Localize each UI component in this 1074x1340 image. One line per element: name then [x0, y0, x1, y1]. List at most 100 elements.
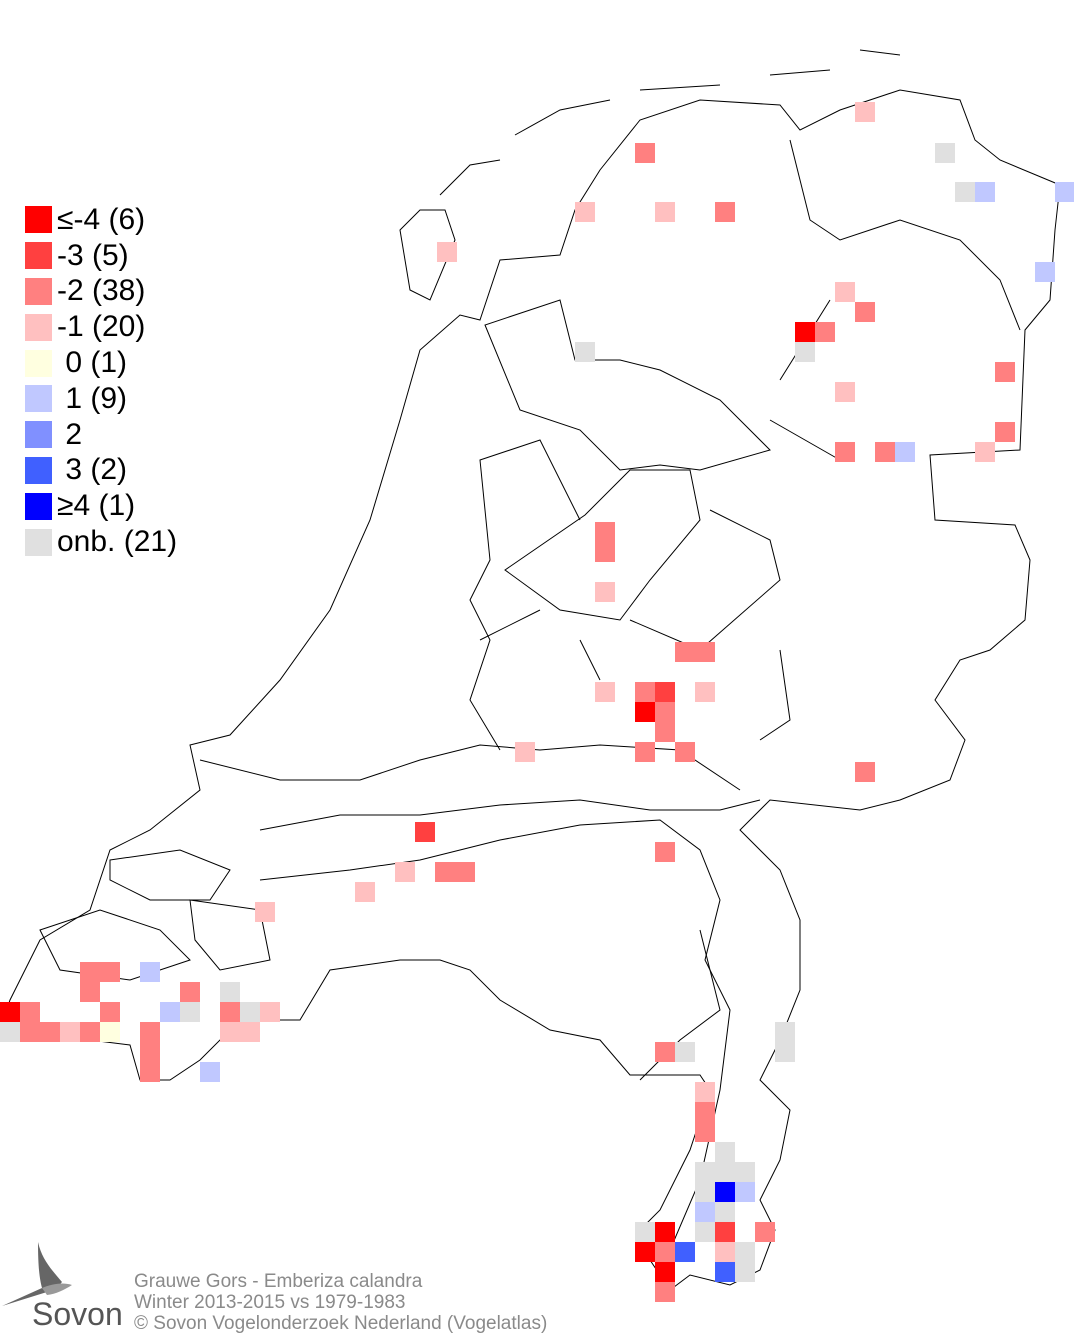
polder-flevoland	[504, 469, 701, 621]
legend: ≤-4 (6) -3 (5) -2 (38) -1 (20) 0 (1) 1 (9) …	[25, 202, 177, 560]
grid-cell	[695, 1082, 715, 1102]
grid-cell	[655, 1242, 675, 1262]
grid-cell	[715, 1222, 735, 1242]
legend-item: 1 (9)	[25, 381, 177, 417]
grid-cell	[395, 862, 415, 882]
legend-label: onb. (21)	[57, 525, 178, 559]
grid-cell	[435, 862, 455, 882]
grid-cell	[455, 862, 475, 882]
grid-cell	[715, 1202, 735, 1222]
grid-cell	[437, 242, 457, 262]
grid-cell	[635, 1242, 655, 1262]
grid-cell	[675, 642, 695, 662]
grid-cell	[1035, 262, 1055, 282]
grid-cell	[975, 182, 995, 202]
grid-cell	[220, 1022, 240, 1042]
legend-item: 2	[25, 417, 177, 453]
grid-cell	[60, 1022, 80, 1042]
grid-cell	[0, 1022, 20, 1042]
legend-swatch	[25, 206, 52, 234]
grid-cell	[835, 442, 855, 462]
grid-cell	[835, 282, 855, 302]
legend-item: ≤-4 (6)	[25, 202, 177, 238]
legend-label: -3 (5)	[57, 238, 129, 272]
grid-cell	[675, 1242, 695, 1262]
legend-swatch	[25, 385, 52, 413]
grid-cell	[735, 1182, 755, 1202]
province-borders	[469, 139, 1021, 1081]
grid-cell	[995, 362, 1015, 382]
legend-item: -1 (20)	[25, 309, 177, 345]
grid-cell	[655, 702, 675, 722]
legend-item: -2 (38)	[25, 274, 177, 310]
grid-cell	[775, 1022, 795, 1042]
grid-cell	[355, 882, 375, 902]
grid-cell	[220, 1002, 240, 1022]
grid-cell	[695, 642, 715, 662]
grid-cell	[80, 982, 100, 1002]
grid-cell	[0, 1002, 20, 1022]
grid-cell	[100, 1002, 120, 1022]
legend-label: 0 (1)	[57, 346, 128, 380]
grid-cell	[835, 382, 855, 402]
grid-cell	[140, 1062, 160, 1082]
legend-swatch	[25, 492, 52, 520]
period-subtitle: Winter 2013-2015 vs 1979-1983	[134, 1292, 406, 1313]
legend-label: 2	[57, 417, 83, 451]
species-title: Grauwe Gors - Emberiza calandra	[134, 1271, 423, 1292]
grid-cell	[655, 722, 675, 742]
grid-cell	[995, 422, 1015, 442]
grid-cell	[595, 522, 615, 542]
legend-item: 0 (1)	[25, 345, 177, 381]
grid-cell	[240, 1002, 260, 1022]
river-maas	[259, 819, 731, 1251]
grid-cell	[20, 1002, 40, 1022]
grid-cell	[635, 143, 655, 163]
legend-swatch	[25, 528, 52, 556]
grid-cell	[635, 702, 655, 722]
legend-label: 3 (2)	[57, 453, 128, 487]
legend-swatch	[25, 242, 52, 270]
grid-cell	[240, 1022, 260, 1042]
grid-cell	[695, 1202, 715, 1222]
grid-cell	[180, 982, 200, 1002]
grid-cell	[675, 742, 695, 762]
grid-cell	[895, 442, 915, 462]
grid-cell	[575, 202, 595, 222]
zeeland-islands	[39, 849, 271, 981]
grid-cell	[655, 1282, 675, 1302]
grid-cell	[655, 842, 675, 862]
legend-label: 1 (9)	[57, 381, 128, 415]
grid-cell	[100, 1022, 120, 1042]
grid-cell	[80, 962, 100, 982]
legend-swatch	[25, 421, 52, 449]
grid-cell	[695, 1162, 715, 1182]
grid-cell	[140, 1042, 160, 1062]
legend-swatch	[25, 349, 52, 377]
grid-cell	[200, 1062, 220, 1082]
grid-cell	[80, 1022, 100, 1042]
grid-cell	[715, 1182, 735, 1202]
grid-cell	[140, 962, 160, 982]
grid-cell	[140, 1022, 160, 1042]
grid-cell	[855, 302, 875, 322]
grid-cell	[635, 1222, 655, 1242]
grid-cell	[955, 182, 975, 202]
grid-cell	[715, 1262, 735, 1282]
grid-cell	[415, 822, 435, 842]
legend-item: -3 (5)	[25, 238, 177, 274]
grid-cell	[715, 1162, 735, 1182]
grid-cell	[595, 582, 615, 602]
grid-cell	[635, 682, 655, 702]
grid-cell	[515, 742, 535, 762]
grid-cell	[695, 682, 715, 702]
legend-label: -2 (38)	[57, 274, 146, 308]
grid-cell	[735, 1262, 755, 1282]
grid-cell	[40, 1022, 60, 1042]
grid-cell	[935, 143, 955, 163]
grid-cell	[595, 542, 615, 562]
grid-cell	[695, 1222, 715, 1242]
legend-swatch	[25, 456, 52, 484]
grid-cell	[655, 202, 675, 222]
grid-cell	[735, 1162, 755, 1182]
